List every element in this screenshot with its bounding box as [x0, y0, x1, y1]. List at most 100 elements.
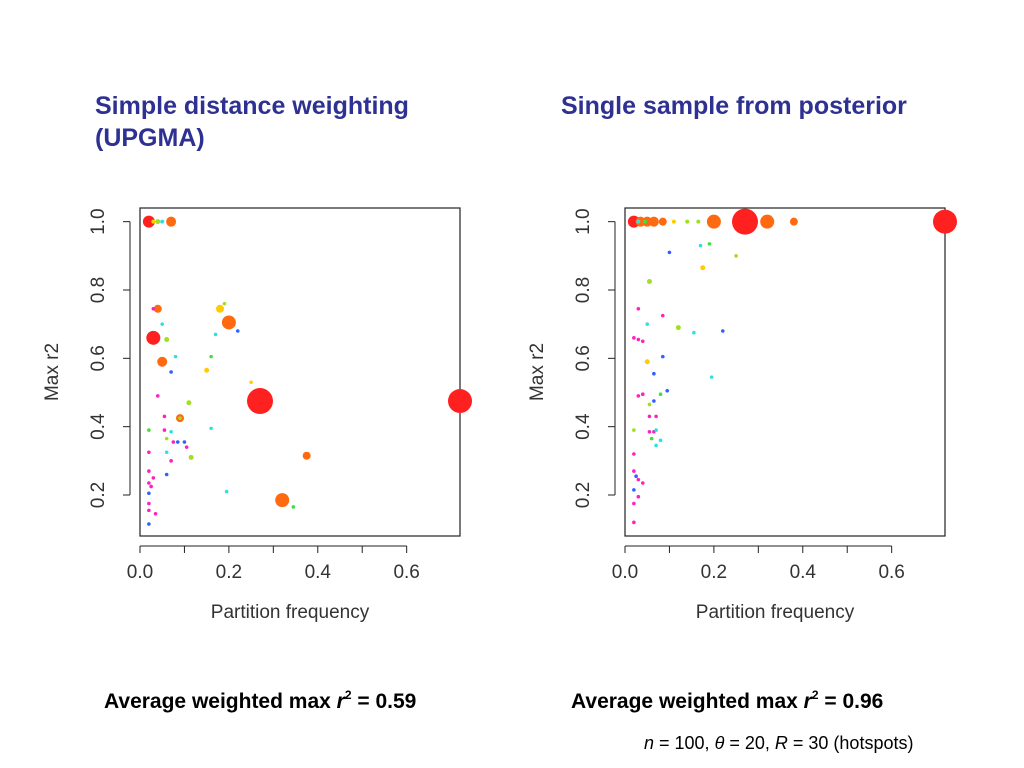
- right-data-point: [709, 375, 714, 379]
- left-data-point: [184, 445, 189, 449]
- left-data-point: [147, 501, 151, 506]
- right-data-point: [665, 388, 670, 393]
- right-data-point: [760, 214, 775, 229]
- left-data-point: [151, 476, 156, 480]
- right-data-point: [634, 474, 638, 479]
- left-y-tick-label: 0.4: [88, 413, 109, 440]
- right-y-tick-label: 0.4: [573, 413, 594, 440]
- left-y-axis-label: Max r2: [42, 343, 63, 401]
- right-data-point: [654, 414, 658, 419]
- left-data-point: [155, 219, 161, 225]
- left-data-point: [151, 219, 156, 224]
- left-chart-title: Simple distance weighting (UPGMA): [95, 90, 515, 154]
- left-data-point: [209, 426, 213, 431]
- right-chart-title: Single sample from posterior: [561, 90, 1001, 122]
- left-data-point: [224, 489, 229, 494]
- left-data-point: [213, 332, 218, 337]
- left-avg-value: = 0.59: [351, 690, 417, 713]
- left-title-line2: (UPGMA): [95, 124, 205, 152]
- right-data-point: [667, 250, 672, 255]
- right-y-tick-label: 1.0: [573, 208, 594, 234]
- left-y-tick-label: 1.0: [88, 208, 109, 234]
- left-data-point: [186, 400, 192, 406]
- right-data-point: [636, 394, 641, 398]
- left-data-point: [222, 301, 227, 306]
- left-data-point: [249, 380, 253, 385]
- left-average-summary: Average weighted max r2 = 0.59: [104, 688, 417, 714]
- left-data-point: [162, 428, 167, 432]
- left-y-tick-label: 0.8: [88, 277, 109, 303]
- right-data-point: [640, 339, 645, 344]
- left-data-point: [142, 215, 155, 228]
- left-x-axis-label: Partition frequency: [211, 602, 370, 623]
- footnote-n-text: = 100,: [654, 733, 715, 753]
- left-avg-var: r: [336, 690, 345, 713]
- left-data-point: [164, 450, 169, 455]
- right-data-point: [632, 428, 636, 432]
- left-data-point: [151, 306, 156, 311]
- right-data-point: [640, 481, 645, 485]
- right-data-point: [647, 402, 652, 407]
- left-data-point: [153, 304, 162, 313]
- left-data-point: [247, 388, 273, 415]
- right-data-point: [685, 219, 690, 224]
- left-data-point: [182, 440, 187, 444]
- right-data-point: [649, 436, 654, 441]
- right-data-point: [652, 371, 656, 376]
- right-y-tick-label: 0.6: [573, 345, 594, 371]
- left-data-point: [171, 440, 176, 444]
- right-x-axis-label: Partition frequency: [696, 602, 855, 623]
- left-data-point: [155, 394, 160, 398]
- right-average-summary: Average weighted max r2 = 0.96: [571, 688, 884, 714]
- right-data-point: [660, 354, 665, 359]
- right-data-point: [632, 501, 636, 506]
- right-data-point: [732, 208, 758, 235]
- right-data-point: [720, 329, 725, 333]
- right-data-point: [632, 488, 636, 492]
- right-data-point: [646, 278, 652, 284]
- left-data-point: [235, 329, 240, 333]
- left-title-line1: Simple distance weighting: [95, 92, 409, 120]
- right-data-point: [647, 414, 652, 419]
- left-data-point: [146, 330, 161, 345]
- right-data-point: [632, 520, 636, 525]
- left-y-tick-label: 0.2: [88, 482, 109, 508]
- footnote-theta-text: = 20,: [724, 733, 775, 753]
- right-data-point: [654, 428, 658, 432]
- left-data-point: [216, 304, 224, 313]
- left-data-point: [209, 354, 213, 359]
- left-data-point: [221, 315, 236, 330]
- right-x-tick-label: 0.6: [878, 562, 904, 583]
- right-avg-prefix: Average weighted max: [571, 690, 804, 713]
- left-data-point: [147, 481, 151, 485]
- footnote-R-text: = 30 (hotspots): [787, 733, 914, 753]
- right-title-text: Single sample from posterior: [561, 92, 907, 120]
- right-data-point: [658, 392, 663, 397]
- right-data-point: [632, 469, 636, 473]
- left-data-point: [302, 451, 311, 460]
- right-y-tick-label: 0.8: [573, 277, 594, 303]
- footnote-n-var: n: [644, 733, 655, 753]
- right-data-point: [632, 336, 636, 340]
- right-avg-value: = 0.96: [818, 690, 884, 713]
- left-x-tick-label: 0.6: [393, 562, 419, 583]
- left-data-point: [188, 454, 194, 460]
- left-data-point: [169, 370, 173, 374]
- left-data-point: [204, 367, 210, 373]
- right-data-point: [654, 443, 658, 448]
- right-data-point: [648, 216, 659, 227]
- left-data-point: [169, 429, 173, 434]
- right-y-tick-label: 0.2: [573, 482, 594, 508]
- left-plot-frame: [139, 207, 461, 537]
- left-data-point: [448, 389, 472, 414]
- left-data-point: [147, 428, 151, 432]
- left-data-point: [173, 354, 178, 359]
- right-data-point: [652, 399, 656, 403]
- right-data-point: [706, 214, 721, 229]
- left-data-point: [164, 472, 169, 477]
- right-x-tick-label: 0.4: [790, 562, 817, 583]
- parameters-footnote: n = 100, θ = 20, R = 30 (hotspots): [644, 733, 913, 754]
- footnote-R-var: R: [774, 733, 788, 753]
- right-data-point: [698, 243, 703, 248]
- left-y-tick-label: 0.6: [88, 345, 109, 371]
